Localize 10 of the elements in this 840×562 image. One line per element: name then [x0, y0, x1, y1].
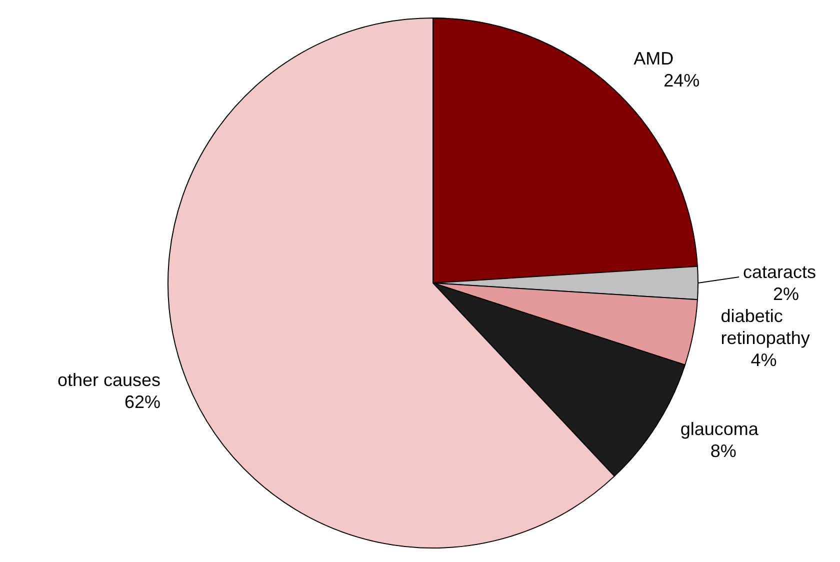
data-label: 8% — [710, 440, 736, 461]
slice-label: glaucoma — [680, 418, 760, 439]
data-label: 24% — [664, 70, 700, 90]
data-label: 2% — [773, 284, 800, 304]
slice-label: cataracts — [743, 262, 816, 282]
data-label: 4% — [750, 350, 777, 370]
slice-label: diabetic retinopathy — [720, 306, 810, 348]
data-label: 62% — [124, 392, 161, 412]
slice-label: other causes — [58, 370, 161, 390]
slice-label: AMD — [634, 48, 674, 68]
